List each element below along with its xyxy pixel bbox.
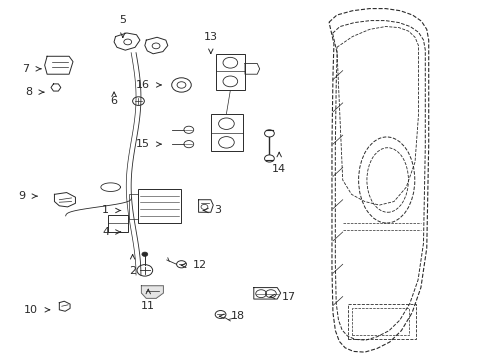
Text: 16: 16 [135, 80, 161, 90]
Text: 8: 8 [25, 87, 44, 97]
Text: 13: 13 [204, 32, 218, 53]
Bar [129, 194, 138, 220]
Text: 10: 10 [24, 305, 49, 315]
Polygon shape [142, 286, 163, 298]
Bar [216, 54, 245, 90]
Text: 12: 12 [181, 260, 207, 270]
Text: 3: 3 [203, 206, 221, 216]
Text: 11: 11 [141, 289, 155, 311]
Text: 14: 14 [272, 152, 286, 174]
Circle shape [265, 130, 274, 137]
Bar [211, 114, 243, 151]
Text: 1: 1 [102, 206, 121, 216]
Text: 5: 5 [120, 15, 126, 37]
Bar [138, 189, 181, 223]
Circle shape [265, 155, 274, 162]
Text: 2: 2 [129, 255, 136, 276]
Text: 4: 4 [102, 227, 121, 237]
Circle shape [142, 252, 148, 256]
Text: 15: 15 [135, 139, 161, 149]
Text: 7: 7 [23, 64, 41, 74]
Bar [347, 305, 416, 338]
Bar [352, 308, 409, 335]
Text: 18: 18 [220, 311, 245, 321]
Text: 9: 9 [19, 191, 37, 201]
Text: 6: 6 [111, 92, 118, 106]
Bar [108, 215, 128, 232]
Text: 17: 17 [270, 292, 296, 302]
